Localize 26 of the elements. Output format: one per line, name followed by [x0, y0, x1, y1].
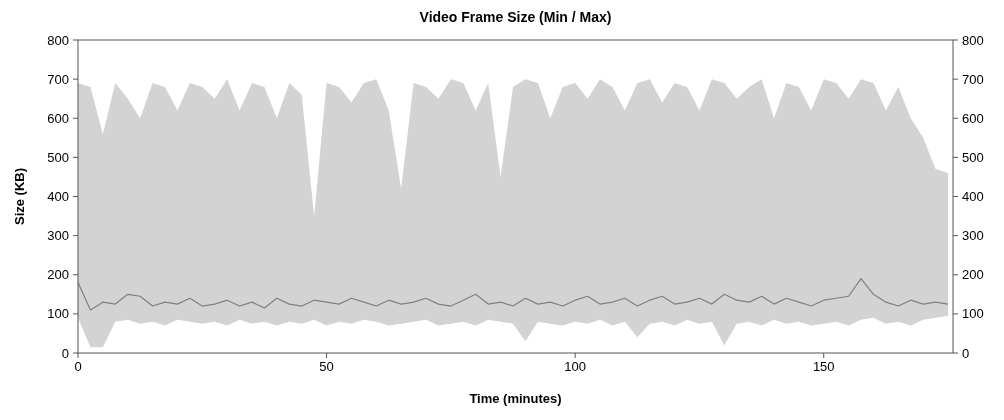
chart-title: Video Frame Size (Min / Max): [419, 9, 612, 25]
y2-tick-label: 500: [962, 149, 984, 165]
x-axis-title: Time (minutes): [469, 391, 562, 406]
x-tick-label: 150: [812, 359, 835, 374]
y2-tick-label: 600: [962, 110, 984, 126]
y-tick-label: 200: [47, 267, 69, 283]
y2-tick-label: 700: [962, 71, 984, 87]
y-tick-label: 300: [47, 228, 69, 244]
x-tick-label: 0: [74, 359, 82, 374]
y-tick-label: 600: [47, 110, 69, 126]
y-tick-label: 400: [47, 189, 69, 204]
y-tick-label: 500: [47, 149, 69, 165]
y2-tick-label: 100: [962, 306, 984, 322]
y-tick-label: 100: [47, 306, 69, 322]
y-tick-label: 0: [61, 345, 69, 361]
line-series: [77, 278, 949, 311]
y-tick-label: 800: [47, 32, 69, 48]
y2-tick-label: 800: [962, 32, 984, 48]
y-axis-title: Size (KB): [12, 167, 27, 226]
x-tick-label: 50: [319, 359, 334, 374]
y2-tick-label: 300: [962, 228, 984, 244]
y2-tick-label: 0: [962, 345, 970, 361]
y2-tick-label: 200: [962, 267, 984, 283]
y-tick-label: 700: [47, 71, 69, 87]
y2-tick-label: 400: [962, 189, 984, 204]
x-tick-label: 100: [564, 359, 587, 374]
